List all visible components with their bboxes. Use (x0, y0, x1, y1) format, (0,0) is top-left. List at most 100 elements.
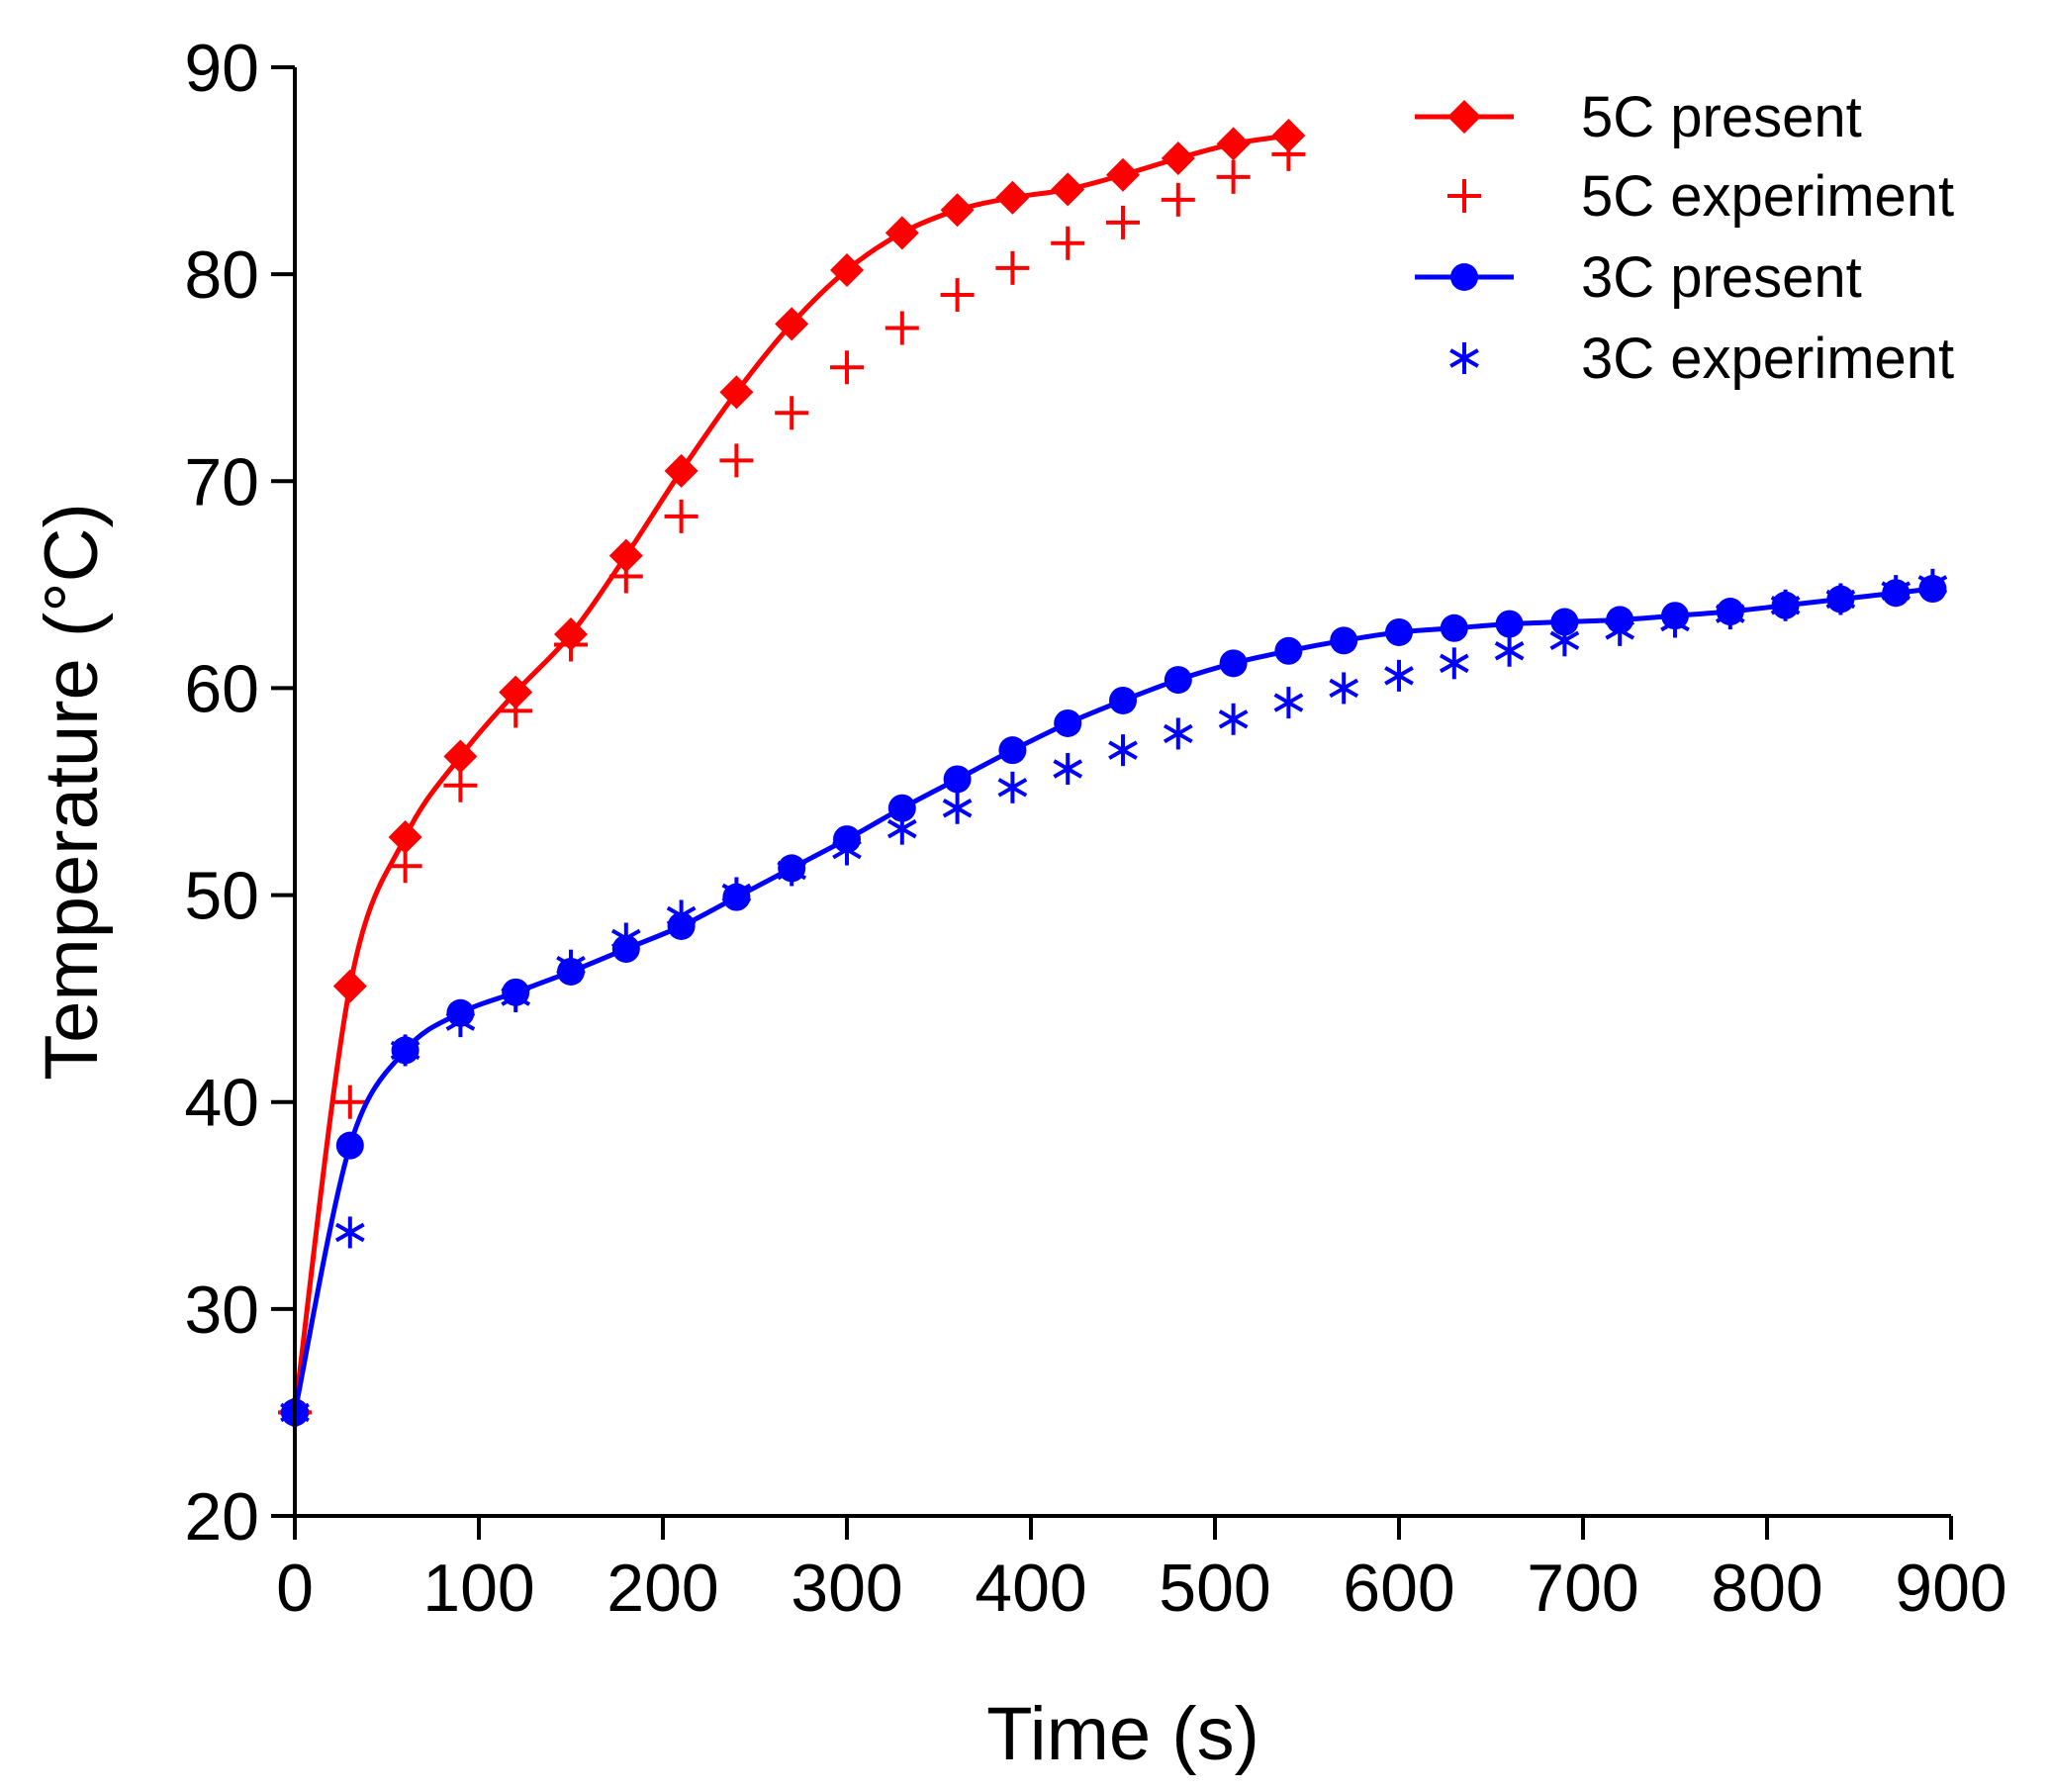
data-point (995, 180, 1030, 215)
data-point (332, 969, 367, 1003)
data-point (886, 812, 917, 845)
data-point (885, 311, 919, 345)
data-point (943, 765, 972, 794)
data-point (1051, 172, 1085, 207)
data-point (1439, 647, 1469, 680)
data-point (1106, 205, 1140, 239)
legend-marker (1447, 100, 1481, 134)
data-point (664, 453, 699, 488)
y-tick-label: 50 (184, 859, 259, 934)
data-point (1384, 659, 1414, 692)
data-point (1494, 634, 1525, 667)
legend-item: 5C present (1415, 85, 1862, 149)
series-layer (278, 119, 1948, 1430)
data-point (1218, 703, 1249, 735)
data-point (719, 443, 754, 478)
data-point (1274, 636, 1303, 665)
x-tick-label: 100 (422, 1551, 534, 1626)
y-ticks: 20 30 40 50 60 70 80 90 (184, 31, 295, 1555)
axes (293, 67, 1951, 1518)
data-point (1495, 610, 1524, 638)
data-point (443, 768, 478, 802)
data-point (1330, 626, 1358, 655)
x-tick-label: 300 (791, 1551, 902, 1626)
data-point (1917, 568, 1948, 601)
x-tick-label: 700 (1527, 1551, 1638, 1626)
data-point (556, 949, 586, 982)
data-point (1770, 589, 1801, 621)
data-point (1053, 752, 1083, 785)
x-tick-label: 800 (1711, 1551, 1822, 1626)
data-point (1440, 613, 1468, 642)
data-point (388, 820, 422, 855)
data-point (335, 1131, 364, 1160)
data-point (775, 307, 809, 341)
y-tick-label: 40 (184, 1066, 259, 1141)
data-point (1881, 575, 1911, 608)
data-point (940, 278, 975, 313)
data-point (1161, 141, 1195, 176)
data-point (719, 375, 754, 410)
data-point (1163, 717, 1193, 750)
x-tick-label: 500 (1159, 1551, 1270, 1626)
data-point (1329, 672, 1359, 705)
data-point (1825, 583, 1856, 615)
data-point (940, 193, 975, 228)
series-line (292, 586, 1933, 1413)
data-point (1164, 666, 1192, 695)
data-point (777, 854, 807, 887)
x-tick-label: 900 (1895, 1551, 2006, 1626)
data-point (608, 559, 643, 594)
data-point (1219, 649, 1248, 678)
data-point (1109, 686, 1137, 714)
data-point (1051, 226, 1085, 260)
data-point (830, 350, 864, 385)
series-5c-experiment (278, 137, 1306, 1430)
data-point (1715, 598, 1745, 630)
data-point (830, 252, 864, 287)
data-point (666, 899, 697, 932)
y-tick-label: 90 (184, 31, 259, 106)
data-point (1108, 734, 1138, 767)
data-point (388, 849, 422, 884)
data-point (1216, 159, 1251, 194)
y-tick-label: 30 (184, 1273, 259, 1348)
data-point (1273, 687, 1304, 719)
data-point (1549, 624, 1580, 657)
data-point (1385, 617, 1413, 646)
x-axis-title: Time (s) (986, 1692, 1259, 1776)
series-5c-present (278, 119, 1306, 1430)
data-point (499, 675, 533, 709)
legend-item: 5C experiment (1447, 164, 1954, 229)
data-point (721, 877, 752, 909)
data-point (1216, 127, 1251, 161)
data-point (501, 981, 531, 1013)
data-point (775, 396, 809, 430)
x-tick-label: 0 (276, 1551, 314, 1626)
data-point (887, 794, 916, 822)
data-point (445, 1005, 476, 1038)
legend: 5C present 5C experiment 3C present 3C expe… (1415, 85, 1954, 391)
data-point (832, 833, 862, 866)
x-tick-label: 200 (606, 1551, 718, 1626)
data-point (1271, 119, 1306, 153)
legend-label: 3C present (1581, 245, 1862, 310)
data-point (998, 736, 1027, 765)
data-point (1054, 708, 1082, 737)
x-tick-label: 600 (1343, 1551, 1454, 1626)
y-tick-label: 80 (184, 237, 259, 313)
data-point (885, 216, 919, 250)
data-point (390, 1034, 420, 1067)
data-point (942, 792, 973, 824)
legend-marker (1449, 342, 1479, 374)
data-point (997, 771, 1028, 803)
legend-label: 5C present (1581, 85, 1862, 149)
data-point (1605, 613, 1635, 646)
y-axis-title: Temperature (°C) (30, 503, 114, 1081)
data-point (1550, 608, 1579, 636)
data-point (610, 922, 641, 955)
data-point (1161, 182, 1195, 217)
legend-label: 3C experiment (1581, 327, 1954, 391)
legend-marker (1450, 263, 1478, 291)
